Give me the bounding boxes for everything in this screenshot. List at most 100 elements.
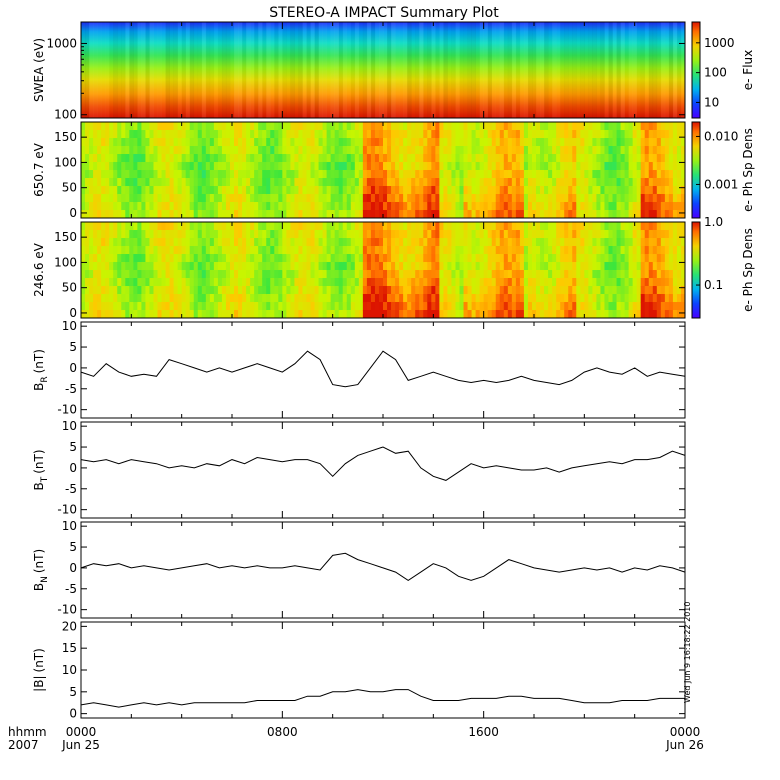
heatmap-cell (391, 194, 396, 203)
heatmap-cell (93, 154, 98, 163)
heatmap-cell (568, 186, 573, 195)
heatmap-cell (334, 154, 340, 163)
heatmap-cell (354, 302, 360, 311)
heatmap-cell (564, 210, 569, 219)
heatmap-cell (387, 278, 392, 287)
panel-frame (80, 321, 686, 419)
heatmap-cell (306, 286, 311, 295)
heatmap-cell (209, 302, 215, 311)
heatmap-cell (580, 194, 585, 203)
heatmap-cell (431, 294, 436, 303)
heatmap-cell (467, 162, 472, 171)
heatmap-cell (85, 238, 90, 247)
heatmap-cell (556, 138, 561, 147)
heatmap-cell (362, 154, 368, 163)
heatmap-cell (407, 138, 412, 147)
heatmap-cell (238, 310, 243, 319)
heatmap-cell (672, 210, 678, 219)
heatmap-cell (479, 230, 485, 239)
heatmap-cell (346, 254, 352, 263)
heatmap-cell (471, 230, 477, 239)
heatmap-cell (616, 146, 621, 155)
heatmap-cell (97, 154, 102, 163)
heatmap-cell (234, 130, 239, 139)
heatmap-cell (298, 278, 303, 287)
heatmap-cell (560, 202, 565, 211)
heatmap-cell (378, 138, 384, 147)
heatmap-cell (624, 202, 630, 211)
heatmap-cell (455, 254, 460, 263)
heatmap-cell (145, 310, 150, 319)
heatmap-cell (620, 286, 625, 295)
heatmap-cell (350, 186, 356, 195)
heatmap-cell (322, 262, 328, 271)
heatmap-cell (105, 278, 110, 287)
heatmap-cell (242, 186, 247, 195)
heatmap-cell (141, 238, 146, 247)
y-tick-label: 100 (54, 108, 77, 122)
heatmap-cell (652, 162, 658, 171)
heatmap-cell (109, 286, 114, 295)
heatmap-cell (507, 202, 513, 211)
heatmap-cell (592, 22, 597, 118)
heatmap-cell (326, 246, 332, 255)
heatmap-cell (495, 202, 501, 211)
heatmap-cell (306, 170, 311, 179)
heatmap-cell (246, 230, 251, 239)
heatmap-cell (374, 310, 380, 319)
heatmap-cell (97, 186, 102, 195)
heatmap-cell (604, 162, 609, 171)
heatmap-cell (238, 202, 243, 211)
heatmap-cell (250, 154, 255, 163)
heatmap-cell (254, 122, 259, 131)
heatmap-cell (81, 230, 86, 239)
heatmap-cell (644, 202, 650, 211)
heatmap-cell (419, 162, 424, 171)
heatmap-cell (676, 278, 682, 287)
heatmap-cell (608, 122, 613, 131)
heatmap-cell (395, 138, 400, 147)
heatmap-cell (314, 254, 319, 263)
heatmap-cell (101, 122, 106, 131)
heatmap-cell (640, 246, 646, 255)
heatmap-cell (133, 310, 138, 319)
y-tick-label: 150 (54, 130, 77, 144)
heatmap-cell (173, 22, 178, 118)
heatmap-cell (676, 186, 682, 195)
heatmap-cell (173, 254, 179, 263)
heatmap-cell (85, 262, 90, 271)
heatmap-cell (270, 246, 275, 255)
heatmap-cell (169, 162, 175, 171)
heatmap-cell (435, 230, 440, 239)
heatmap-cell (427, 238, 432, 247)
heatmap-cell (362, 230, 368, 239)
heatmap-cell (431, 146, 436, 155)
heatmap-cell (632, 254, 638, 263)
heatmap-cell (362, 270, 368, 279)
heatmap-cell (580, 262, 585, 271)
heatmap-cell (221, 246, 227, 255)
heatmap-cell (544, 286, 549, 295)
heatmap-cell (439, 122, 444, 131)
heatmap-cell (113, 146, 118, 155)
heatmap-cell (322, 230, 328, 239)
heatmap-cell (322, 138, 328, 147)
heatmap-cell (556, 302, 561, 311)
heatmap-cell (600, 222, 605, 231)
heatmap-cell (680, 294, 686, 303)
heatmap-cell (97, 278, 102, 287)
heatmap-cell (632, 202, 638, 211)
heatmap-cell (306, 230, 311, 239)
heatmap-cell (387, 22, 392, 118)
heatmap-cell (338, 170, 344, 179)
heatmap-cell (274, 238, 279, 247)
heatmap-cell (225, 286, 231, 295)
heatmap-cell (431, 262, 436, 271)
heatmap-cell (318, 178, 323, 187)
heatmap-cell (221, 138, 227, 147)
heatmap-cell (411, 122, 416, 131)
heatmap-cell (548, 162, 553, 171)
heatmap-cell (181, 222, 187, 231)
heatmap-cell (475, 202, 481, 211)
